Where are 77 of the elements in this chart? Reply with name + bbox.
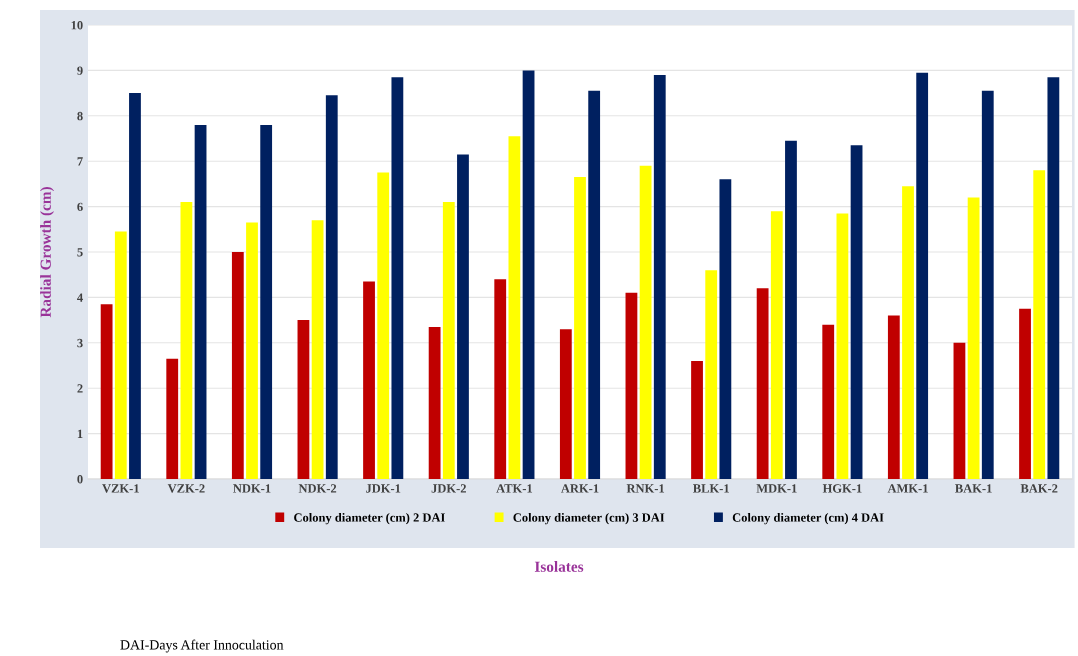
bar <box>574 177 586 479</box>
x-tick-label: AMK-1 <box>887 484 928 493</box>
y-tick-label: 5 <box>77 248 83 257</box>
x-tick-label: MDK-1 <box>756 484 797 493</box>
bar <box>756 288 769 479</box>
legend-label: Colony diameter (cm) 3 DAI <box>513 512 665 525</box>
bar <box>442 202 455 479</box>
bar <box>260 124 273 479</box>
legend-label: Colony diameter (cm) 4 DAI <box>732 512 884 525</box>
legend-label: Colony diameter (cm) 2 DAI <box>294 512 445 525</box>
bar <box>785 140 797 479</box>
bar <box>231 252 244 479</box>
y-tick-label: 3 <box>77 338 83 348</box>
y-tick-label: 4 <box>77 293 83 302</box>
bar <box>1019 308 1031 479</box>
bar <box>522 70 535 479</box>
bar <box>114 231 127 479</box>
x-tick-label: VZK-1 <box>102 484 139 493</box>
bar <box>363 281 375 479</box>
bar <box>953 342 966 479</box>
bar <box>377 172 390 479</box>
bar <box>428 326 441 479</box>
bar <box>494 279 507 479</box>
x-tick-label: ARK-1 <box>561 484 599 493</box>
y-axis-title: Radial Growth (cm) <box>40 187 54 318</box>
bar <box>1047 77 1060 479</box>
x-tick-label: BAK-2 <box>1020 484 1058 493</box>
bar <box>129 93 141 479</box>
bar <box>719 179 732 479</box>
y-tick-label: 2 <box>77 384 83 393</box>
bar <box>559 329 572 479</box>
x-tick-label: BAK-1 <box>955 484 992 493</box>
bar <box>391 77 404 479</box>
bar <box>836 213 849 479</box>
y-tick-label: 9 <box>77 66 83 75</box>
bar <box>311 220 324 479</box>
bar <box>166 358 179 479</box>
bar <box>297 320 310 479</box>
bar <box>1033 170 1046 479</box>
x-axis-title: Isolates <box>534 561 584 572</box>
bar <box>705 270 718 479</box>
bar <box>194 124 207 479</box>
bar <box>325 95 338 479</box>
y-tick-label: 8 <box>77 111 83 121</box>
bar <box>100 304 113 479</box>
bar <box>246 222 258 479</box>
bar <box>916 72 929 479</box>
bar <box>887 315 900 479</box>
bar <box>770 211 783 479</box>
bar <box>457 154 469 479</box>
x-tick-label: ATK-1 <box>496 484 533 493</box>
bar <box>653 74 666 479</box>
bar <box>981 90 994 479</box>
bar <box>639 165 652 479</box>
bar <box>691 360 703 479</box>
bar <box>967 197 980 479</box>
bar <box>822 324 835 479</box>
x-tick-label: JDK-1 <box>366 484 401 493</box>
x-tick-label: JDK-2 <box>431 484 466 493</box>
text: DAI-Days After Innoculation <box>120 639 284 653</box>
y-tick-label: 1 <box>77 429 83 438</box>
bar <box>902 186 914 479</box>
y-tick-label: 0 <box>77 475 83 484</box>
x-tick-label: HGK-1 <box>822 484 862 493</box>
x-tick-label: BLK-1 <box>693 484 729 493</box>
bar <box>625 292 638 479</box>
bar <box>180 202 193 479</box>
bar <box>588 90 601 479</box>
x-tick-label: VZK-2 <box>167 484 205 493</box>
y-tick-label: 7 <box>77 157 83 166</box>
x-tick-label: RNK-1 <box>626 484 665 493</box>
bar <box>850 145 863 479</box>
x-tick-label: NDK-1 <box>233 484 271 493</box>
x-tick-label: NDK-2 <box>298 484 337 493</box>
bar <box>508 136 521 479</box>
y-tick-label: 6 <box>77 202 83 212</box>
y-tick-label: 10 <box>71 21 83 30</box>
